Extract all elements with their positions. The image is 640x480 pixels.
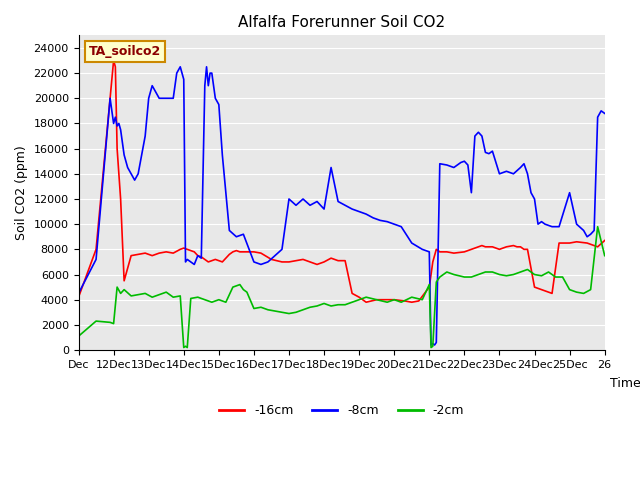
Text: TA_soilco2: TA_soilco2 — [89, 45, 161, 58]
Legend: -16cm, -8cm, -2cm: -16cm, -8cm, -2cm — [214, 399, 469, 422]
Y-axis label: Soil CO2 (ppm): Soil CO2 (ppm) — [15, 145, 28, 240]
X-axis label: Time: Time — [611, 377, 640, 390]
Title: Alfalfa Forerunner Soil CO2: Alfalfa Forerunner Soil CO2 — [238, 15, 445, 30]
